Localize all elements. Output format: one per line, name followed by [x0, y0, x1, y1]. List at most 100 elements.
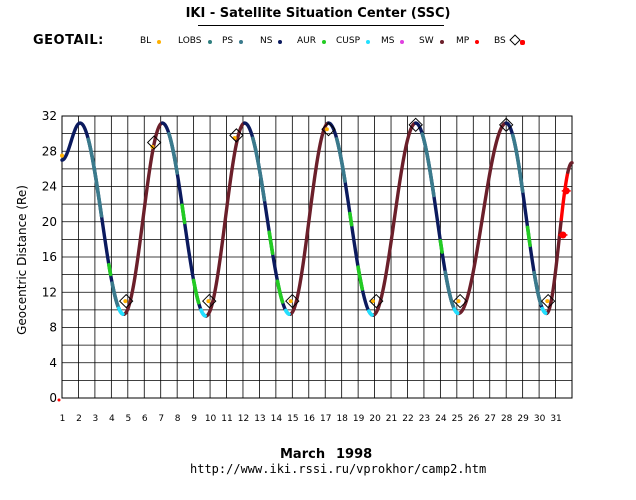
orbit-highlight-aur	[438, 239, 444, 254]
orbit-highlight-cusp	[367, 309, 374, 317]
legend-item-bl: BL	[140, 36, 162, 46]
orbit-highlight-cusp	[283, 308, 291, 316]
x-tick-label: 29	[517, 414, 529, 424]
orbit-segment-sw	[566, 161, 574, 174]
legend-item-ms: MS	[381, 36, 405, 46]
orbit-highlight-ps	[251, 136, 267, 202]
legend-label: PS	[222, 36, 234, 46]
legend-swatch-ms	[400, 39, 405, 44]
orbit-segment-sw	[371, 121, 418, 317]
orbit-highlight-aur	[191, 278, 201, 305]
y-axis-label: Geocentric Distance (Re)	[15, 185, 29, 335]
bl-point	[456, 299, 461, 304]
orbit-highlight-ps	[420, 132, 436, 198]
x-tick-label: 26	[468, 414, 480, 424]
legend-mp-marker	[520, 40, 525, 45]
orbit-segment-sw	[288, 121, 331, 316]
orbit-highlight-ps	[167, 131, 179, 175]
legend-label: AUR	[297, 36, 316, 46]
x-tick-label: 19	[353, 414, 365, 424]
orbit-highlight-ps	[532, 270, 543, 306]
bl-point	[288, 299, 293, 304]
legend-swatch-ps	[239, 39, 244, 44]
chart-title: IKI - Satellite Situation Center (SSC)	[185, 6, 451, 21]
x-tick-label: 8	[175, 414, 181, 424]
x-tick-label: 2	[76, 414, 82, 424]
orbit-highlight-aur	[107, 263, 113, 277]
bs-crossing-diamond	[202, 293, 217, 309]
x-tick-label: 7	[158, 414, 164, 424]
legend-item-bs: BS	[494, 33, 521, 46]
footer-url: http://www.iki.rssi.ru/vprokhor/camp2.ht…	[190, 462, 487, 476]
x-tick-label: 15	[287, 414, 298, 424]
legend-label: MS	[381, 36, 395, 46]
orbit-segment-ns	[242, 121, 292, 316]
y-tick-label: 16	[42, 250, 57, 264]
legend-label: BS	[494, 36, 506, 46]
crossing-markers	[60, 117, 571, 309]
title-underline	[198, 25, 444, 26]
legend-item-lobs: LOBS	[178, 36, 212, 46]
legend-item-ns: NS	[260, 36, 283, 46]
orbit-segment-sw	[121, 121, 165, 316]
bl-point	[370, 299, 375, 304]
orbit-segment-sw	[544, 217, 564, 316]
bs-crossing-diamond	[146, 135, 162, 150]
x-tick-label: 27	[485, 414, 496, 424]
bl-point	[324, 127, 329, 132]
x-tick-label: 22	[402, 414, 413, 424]
orbit-highlight-ps	[334, 137, 347, 183]
legend-label: CUSP	[336, 36, 361, 46]
x-tick-label: 6	[142, 414, 148, 424]
x-tick-label: 31	[550, 414, 561, 424]
x-tick-label: 23	[419, 414, 430, 424]
legend-label: MP	[456, 36, 470, 46]
bs-crossing-diamond	[229, 128, 244, 143]
legend-item-aur: AUR	[297, 36, 326, 46]
bl-point	[545, 299, 550, 304]
x-tick-label: 1	[60, 414, 66, 424]
legend-swatch-mp	[475, 39, 480, 44]
x-tick-label: 20	[369, 414, 381, 424]
x-tick-label: 13	[254, 414, 265, 424]
orbit-segment-sw	[204, 121, 247, 318]
y-tick-label: 32	[42, 109, 57, 123]
satellite-name: GEOTAIL:	[33, 33, 104, 48]
legend-item-ps: PS	[222, 36, 244, 46]
x-tick-label: 30	[534, 414, 546, 424]
bs-crossing-diamond	[540, 293, 556, 309]
x-tick-label: 4	[109, 414, 115, 424]
legend-swatch-ns	[278, 39, 283, 44]
orbit-highlight-cusp	[199, 308, 207, 318]
x-tick-label: 28	[501, 414, 513, 424]
legend-swatch-lobs	[207, 39, 212, 44]
y-tick-label: 12	[42, 285, 57, 299]
legend-label: SW	[419, 36, 434, 46]
legend-swatch-aur	[322, 39, 326, 44]
legend-swatch-bl	[157, 39, 162, 44]
bl-point	[206, 299, 211, 304]
origin-marker	[57, 398, 61, 402]
x-tick-label: 18	[336, 414, 348, 424]
x-tick-label: 5	[125, 414, 131, 424]
orbit-segment-mp	[559, 170, 570, 221]
orbit-highlight-aur	[267, 230, 275, 256]
y-tick-label: 20	[42, 215, 57, 229]
orbit-highlight-cusp	[540, 306, 548, 316]
x-axis-year: 1998	[336, 447, 373, 462]
x-tick-label: 17	[320, 414, 331, 424]
y-tick-label: 4	[49, 356, 57, 370]
legend-swatch-sw	[439, 39, 444, 44]
orbit-highlight-ps	[443, 270, 456, 310]
legend-item-mp: MP	[456, 36, 480, 46]
legend-label: BL	[140, 36, 152, 46]
bs-crossing-diamond	[118, 293, 134, 309]
x-tick-label: 24	[435, 414, 447, 424]
y-tick-label: 0	[49, 391, 57, 405]
legend-label: NS	[260, 36, 273, 46]
orbit-highlight-aur	[348, 211, 354, 227]
x-tick-label: 12	[238, 414, 249, 424]
bl-point	[60, 153, 64, 158]
